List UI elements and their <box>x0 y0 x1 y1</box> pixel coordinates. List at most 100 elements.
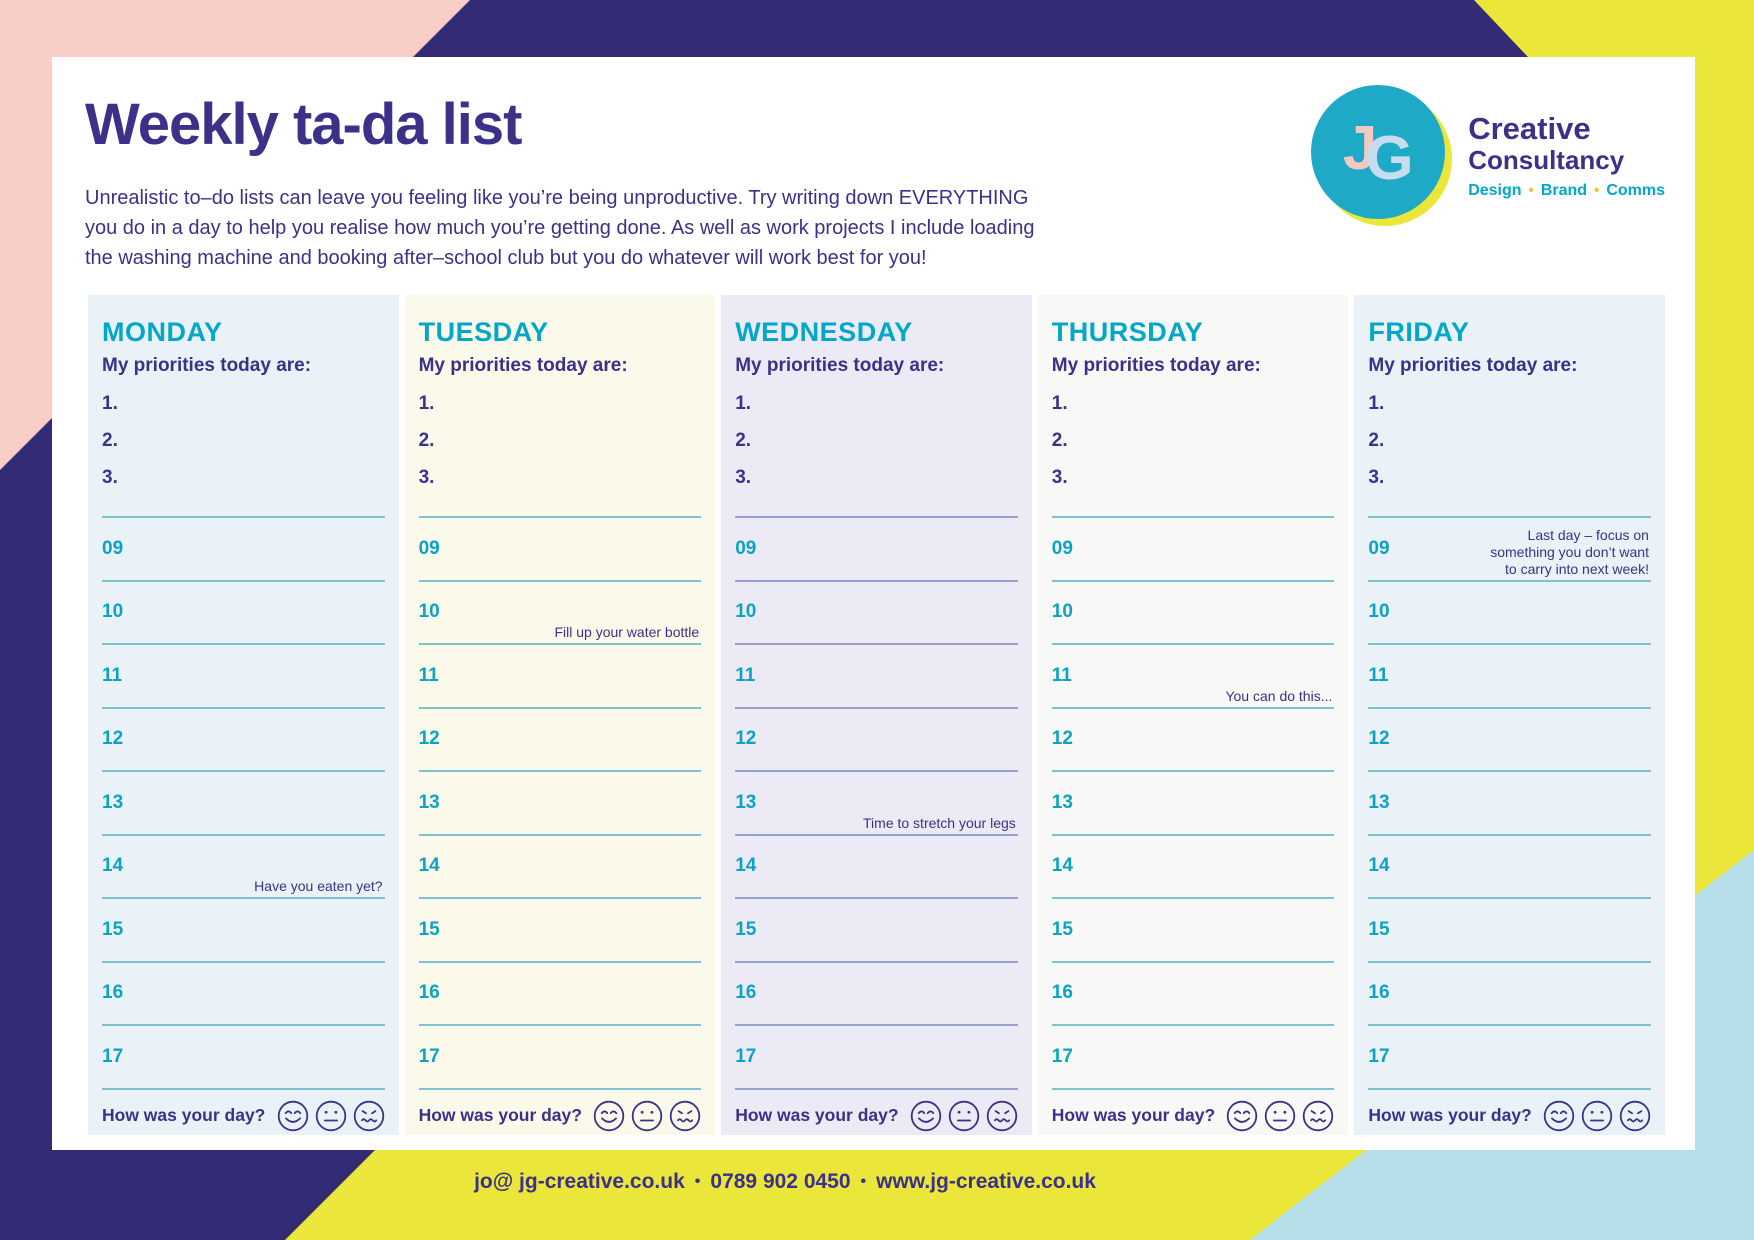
priority-write-line[interactable] <box>1384 393 1651 415</box>
hour-slot[interactable]: 17 <box>418 1026 702 1090</box>
priority-write-line[interactable] <box>1068 467 1335 489</box>
hour-slot[interactable]: 10 <box>102 582 385 645</box>
hour-slot[interactable]: 15 <box>102 899 385 963</box>
intro-line: Unrealistic to–do lists can leave you fe… <box>85 187 1029 209</box>
priority-write-line[interactable] <box>751 393 1018 415</box>
sad-face-icon[interactable] <box>669 1100 701 1132</box>
priority-write-line[interactable] <box>1068 430 1335 452</box>
hour-slot[interactable]: 12 <box>735 709 1018 772</box>
hour-slot[interactable]: 09 <box>1051 518 1335 582</box>
priority-number: 1. <box>418 393 435 414</box>
sad-face-icon[interactable] <box>1302 1100 1334 1132</box>
hour-label: 13 <box>735 791 757 813</box>
priority-write-line[interactable] <box>118 467 385 489</box>
happy-face-icon[interactable] <box>910 1100 942 1132</box>
hour-slot[interactable]: 15 <box>1368 899 1651 963</box>
hour-slot[interactable]: 16 <box>418 963 702 1026</box>
hour-slot[interactable]: 14 <box>735 836 1018 899</box>
hour-slots: 09 Last day – focus on something you don… <box>1368 516 1651 1090</box>
hour-slot[interactable]: 16 <box>1368 963 1651 1026</box>
hour-slot[interactable]: 12 <box>1051 709 1335 772</box>
neutral-face-icon[interactable] <box>631 1100 663 1132</box>
mood-faces <box>1226 1100 1334 1132</box>
hour-slot[interactable]: 17 <box>1051 1026 1335 1090</box>
hour-label: 13 <box>1368 791 1390 813</box>
hour-slot[interactable]: 16 <box>1051 963 1335 1026</box>
neutral-face-icon[interactable] <box>1581 1100 1613 1132</box>
hour-slots: 09 10 11 You can do this... 12 13 14 15 … <box>1051 516 1335 1090</box>
hour-slot[interactable]: 17 <box>102 1026 385 1090</box>
hour-slot[interactable]: 12 <box>1368 709 1651 772</box>
hour-slot[interactable]: 11 <box>418 645 702 709</box>
mood-faces <box>1543 1100 1651 1132</box>
hour-slot[interactable]: 11 <box>1368 645 1651 709</box>
slot-note: You can do this... <box>1225 687 1333 704</box>
hour-label: 16 <box>735 982 757 1004</box>
neutral-face-icon[interactable] <box>315 1100 347 1132</box>
hour-slot[interactable]: 10 <box>735 582 1018 645</box>
neutral-face-icon[interactable] <box>1264 1100 1296 1132</box>
day-footer: How was your day? <box>1052 1100 1335 1132</box>
priority-write-line[interactable] <box>434 393 701 415</box>
hour-slot[interactable]: 15 <box>1051 899 1335 963</box>
hour-slot[interactable]: 17 <box>1368 1026 1651 1090</box>
priority-write-line[interactable] <box>434 467 701 489</box>
hour-slot[interactable]: 09 Last day – focus on something you don… <box>1368 518 1651 582</box>
sad-face-icon[interactable] <box>1619 1100 1651 1132</box>
sad-face-icon[interactable] <box>353 1100 385 1132</box>
hour-slot[interactable]: 14 Have you eaten yet? <box>102 836 385 899</box>
happy-face-icon[interactable] <box>277 1100 309 1132</box>
hour-slot[interactable]: 14 <box>1368 836 1651 899</box>
priority-number: 2. <box>1051 430 1068 451</box>
hour-slot[interactable]: 14 <box>1051 836 1335 899</box>
hour-slot[interactable]: 13 <box>1051 772 1335 836</box>
hour-label: 09 <box>102 537 124 559</box>
priority-write-line[interactable] <box>1068 393 1335 415</box>
hour-slot[interactable]: 17 <box>735 1026 1018 1090</box>
hour-label: 13 <box>102 791 124 813</box>
hour-slot[interactable]: 11 <box>102 645 385 709</box>
priority-write-line[interactable] <box>751 430 1018 452</box>
hour-slot[interactable]: 10 <box>1368 582 1651 645</box>
hour-slots: 09 10 11 12 13 14 Have you eaten yet? 15… <box>102 516 385 1090</box>
hour-slot[interactable]: 13 <box>102 772 385 836</box>
happy-face-icon[interactable] <box>593 1100 625 1132</box>
sad-face-icon[interactable] <box>986 1100 1018 1132</box>
footer-dot-icon: • <box>694 1173 701 1190</box>
hour-slot[interactable]: 12 <box>418 709 702 772</box>
hour-slot[interactable]: 10 Fill up your water bottle <box>418 582 702 645</box>
hour-slot[interactable]: 09 <box>735 518 1018 582</box>
hour-slot[interactable]: 13 Time to stretch your legs <box>735 772 1018 836</box>
priority-write-line[interactable] <box>1384 430 1651 452</box>
priority-write-line[interactable] <box>118 430 385 452</box>
hour-slot[interactable]: 15 <box>418 899 702 963</box>
hour-label: 13 <box>1051 791 1073 813</box>
hour-slot[interactable]: 15 <box>735 899 1018 963</box>
hour-slot[interactable]: 13 <box>1368 772 1651 836</box>
hour-label: 16 <box>418 982 440 1004</box>
hour-slot[interactable]: 16 <box>735 963 1018 1026</box>
hour-label: 17 <box>1051 1045 1073 1067</box>
hour-slot[interactable]: 11 You can do this... <box>1051 645 1335 709</box>
hour-slot[interactable]: 12 <box>102 709 385 772</box>
happy-face-icon[interactable] <box>1543 1100 1575 1132</box>
hour-slot[interactable]: 11 <box>735 645 1018 709</box>
day-footer: How was your day? <box>735 1100 1018 1132</box>
happy-face-icon[interactable] <box>1226 1100 1258 1132</box>
priority-number: 1. <box>735 393 752 414</box>
hour-slot[interactable]: 09 <box>418 518 702 582</box>
priorities-label: My priorities today are: <box>735 355 945 376</box>
hour-slot[interactable]: 10 <box>1051 582 1335 645</box>
hour-slot[interactable]: 16 <box>102 963 385 1026</box>
mood-faces <box>277 1100 385 1132</box>
priority-write-line[interactable] <box>751 467 1018 489</box>
hour-slot[interactable]: 09 <box>102 518 385 582</box>
hour-slot[interactable]: 14 <box>418 836 702 899</box>
priority-write-line[interactable] <box>118 393 385 415</box>
priorities-list: 1. 2. 3. <box>419 393 702 489</box>
priority-write-line[interactable] <box>434 430 701 452</box>
hour-slot[interactable]: 13 <box>418 772 702 836</box>
priority-write-line[interactable] <box>1384 467 1651 489</box>
footer-contact: jo@ jg-creative.co.uk • 0789 902 0450 • www.… <box>0 1170 1570 1194</box>
neutral-face-icon[interactable] <box>948 1100 980 1132</box>
